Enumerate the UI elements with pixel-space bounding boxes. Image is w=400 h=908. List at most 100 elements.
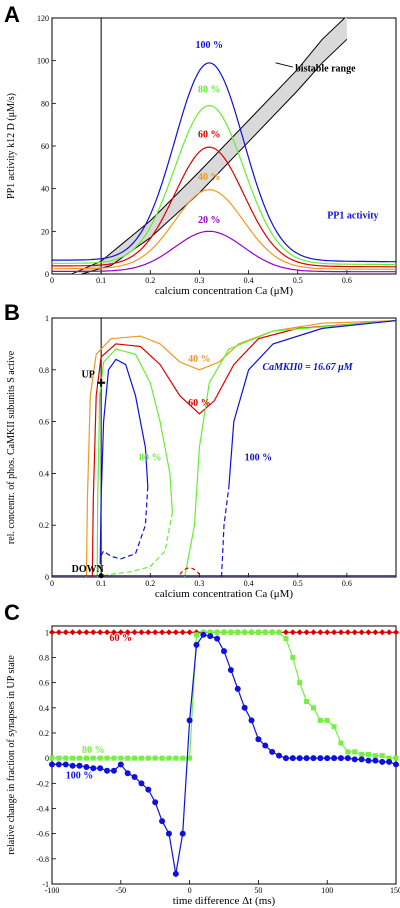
c-point-80: [214, 629, 220, 635]
c-point-60: [372, 629, 379, 636]
c-point-100: [104, 767, 111, 774]
c-point-60: [124, 629, 131, 636]
c-point-100: [83, 763, 90, 770]
b-x-tick-label: 0: [50, 579, 54, 588]
c-point-80: [379, 753, 385, 759]
c-point-100: [269, 748, 276, 755]
c-point-100: [248, 717, 255, 724]
c-point-100: [234, 685, 241, 692]
a-bistable-pointer: [275, 62, 293, 68]
c-point-80: [386, 755, 392, 761]
b-x-tick-label: 0.5: [293, 579, 303, 588]
c-point-60: [159, 629, 166, 636]
c-point-100: [207, 633, 214, 640]
a-y-tick-label: 60: [41, 142, 49, 151]
c-y-tick-label: -1: [42, 880, 49, 889]
c-y-axis-label: relative change in fraction of synapses …: [6, 655, 17, 855]
c-point-80: [290, 654, 296, 660]
c-point-80: [228, 629, 234, 635]
c-point-60: [62, 629, 69, 636]
b-camkii-label: CaMKII0 = 16.67 μM: [262, 362, 353, 373]
c-point-80: [56, 755, 62, 761]
panel-a: 0 0.1 0.2 0.3 0.4 0.5 0.6 0 20 40 60 80 100 120 100 % 8…: [6, 14, 397, 297]
a-x-axis-label: calcium concentration Ca (μM): [155, 285, 293, 297]
c-point-60: [331, 629, 338, 636]
c-point-60: [110, 629, 117, 636]
c-y-tick-label: 0.4: [39, 704, 49, 713]
c-point-60: [138, 629, 145, 636]
c-point-80: [249, 629, 255, 635]
c-point-80: [324, 717, 330, 723]
c-y-tick-label: -0.2: [36, 779, 49, 788]
a-x-tick-label: 0.1: [96, 276, 106, 285]
c-point-100: [310, 755, 317, 762]
c-point-60: [317, 629, 324, 636]
a-series-line: [52, 146, 396, 268]
c-point-100: [55, 761, 62, 768]
a-bistable-band: [71, 18, 347, 274]
c-point-80: [138, 755, 144, 761]
c-point-60: [117, 629, 124, 636]
c-point-100: [296, 755, 303, 762]
c-point-80: [111, 755, 117, 761]
c-y-tick-label: -0.8: [36, 855, 49, 864]
c-point-80: [180, 755, 186, 761]
c-x-axis-label: time difference Δt (ms): [173, 895, 276, 907]
c-point-100: [214, 635, 221, 642]
c-point-80: [166, 755, 172, 761]
c-point-100: [193, 641, 200, 648]
c-y-tick-label: -0.6: [36, 830, 49, 839]
c-point-80: [304, 699, 310, 705]
c-point-100: [49, 761, 55, 768]
b-down-label: DOWN: [72, 564, 105, 575]
c-point-80: [193, 632, 199, 638]
c-y-tick-label: 1: [45, 628, 49, 637]
c-point-100: [69, 762, 76, 769]
a-series-line: [52, 189, 396, 270]
a-y-axis-label: PP1 activity k12 D (μM/s): [6, 93, 17, 199]
c-point-100: [379, 758, 386, 765]
c-point-80: [283, 636, 289, 642]
c-point-100: [255, 736, 262, 743]
c-point-80: [345, 749, 351, 755]
c-point-100: [159, 818, 166, 825]
c-point-80: [297, 680, 303, 686]
c-point-100: [179, 830, 186, 837]
c-point-100: [110, 767, 117, 774]
panel-label-c: C: [4, 600, 20, 625]
c-point-60: [145, 629, 152, 636]
c-point-80: [187, 755, 193, 761]
c-point-100: [386, 758, 393, 765]
c-point-60: [282, 629, 289, 636]
c-point-60: [83, 629, 90, 636]
c-point-60: [393, 629, 399, 636]
c-point-100: [90, 765, 97, 772]
c-point-80: [83, 755, 89, 761]
c-point-60: [69, 629, 76, 636]
c-point-100: [358, 756, 365, 763]
a-x-tick-label: 0.5: [293, 276, 303, 285]
c-point-80: [310, 705, 316, 711]
c-point-80: [97, 755, 103, 761]
c-series-label: 60 %: [110, 633, 133, 644]
c-point-100: [138, 780, 145, 787]
c-point-100: [172, 870, 179, 877]
c-point-100: [324, 755, 331, 762]
c-point-80: [242, 629, 248, 635]
c-point-100: [117, 761, 124, 768]
a-bistable-upper-line: [71, 18, 346, 274]
a-y-tick-label: 100: [37, 57, 49, 66]
c-point-80: [77, 755, 83, 761]
c-y-tick-label: 0.6: [39, 679, 49, 688]
c-point-60: [310, 629, 317, 636]
b-plot-area: [52, 318, 396, 577]
c-point-60: [365, 629, 372, 636]
c-point-80: [159, 755, 165, 761]
b-series-label: 60 %: [188, 398, 211, 409]
c-point-100: [200, 631, 207, 638]
c-point-80: [207, 629, 213, 635]
a-plot-area: [52, 18, 396, 274]
a-y-tick-label: 20: [41, 227, 49, 236]
b-y-tick-label: 0: [45, 573, 49, 582]
a-bistable-lower-line: [81, 38, 348, 274]
